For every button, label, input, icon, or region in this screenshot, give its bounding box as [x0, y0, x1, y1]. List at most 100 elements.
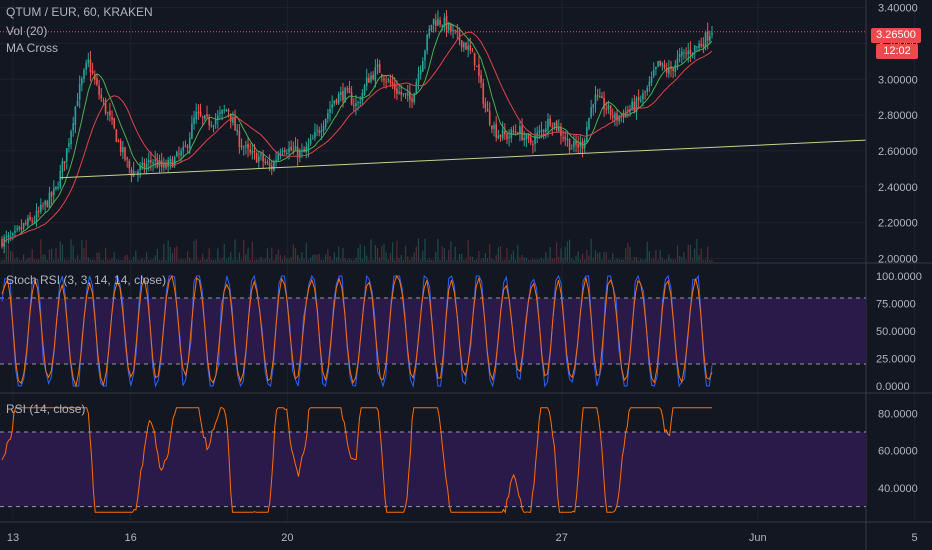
candle-body — [652, 70, 655, 77]
price-axis-tick: 3.40000 — [878, 3, 918, 15]
volume-bar — [342, 247, 344, 262]
candle-body — [536, 132, 538, 137]
candle-body — [223, 109, 226, 111]
volume-bar — [394, 259, 396, 262]
candle-body — [266, 161, 269, 163]
candle-body — [154, 159, 157, 162]
candle-body — [534, 135, 536, 145]
candle-body — [327, 113, 329, 119]
candle-body — [693, 45, 696, 52]
volume-bar — [35, 259, 38, 262]
candle-body — [473, 52, 476, 66]
volume-bar — [124, 255, 126, 262]
candle-body — [109, 110, 111, 116]
volume-bar — [597, 253, 599, 262]
volume-bar — [534, 259, 536, 262]
candle-body — [665, 67, 668, 73]
stoch-rsi-title[interactable]: Stoch RSI (3, 3, 14, 14, close) — [6, 273, 167, 287]
volume-bar — [609, 259, 612, 262]
volume-bar — [279, 255, 281, 262]
candle-body — [439, 20, 441, 25]
candle-body — [258, 156, 260, 162]
candle-body — [501, 129, 504, 139]
candle-body — [504, 131, 506, 135]
candle-body — [637, 96, 640, 101]
volume-bar — [5, 242, 7, 262]
volume-bar — [83, 248, 85, 262]
candle-body — [16, 228, 18, 230]
volume-bar — [581, 253, 584, 262]
candle-body — [383, 78, 385, 81]
volume-bar — [29, 257, 31, 262]
volume-bar — [400, 254, 402, 262]
candle-body — [603, 98, 605, 110]
candle-body — [508, 136, 510, 138]
candle-body — [130, 169, 133, 177]
candle-body — [251, 150, 254, 154]
ma-cross-indicator-label[interactable]: MA Cross — [6, 41, 59, 55]
candle-body — [96, 78, 98, 85]
candle-body — [122, 147, 124, 153]
volume-indicator-label[interactable]: Vol (20) — [6, 24, 48, 38]
candle-body — [314, 132, 316, 139]
volume-bar — [385, 252, 387, 262]
volume-bar — [474, 259, 476, 262]
candle-body — [141, 162, 144, 165]
candle-body — [648, 81, 651, 87]
volume-bar — [704, 259, 707, 262]
volume-bar — [620, 259, 622, 262]
volume-bar — [180, 259, 182, 262]
time-axis-tick: Jun — [749, 532, 767, 544]
candle-body — [570, 148, 573, 150]
candle-body — [698, 43, 700, 49]
volume-bar — [396, 240, 398, 262]
candle-body — [525, 134, 528, 140]
volume-bar — [519, 257, 521, 262]
candle-body — [601, 96, 603, 99]
volume-bar — [398, 258, 400, 262]
volume-bar — [115, 259, 117, 262]
volume-bar — [266, 248, 269, 262]
volume-bar — [538, 259, 540, 262]
price-axis-tick: 2.40000 — [878, 182, 918, 194]
volume-bar — [707, 246, 709, 262]
volume-bar — [42, 254, 44, 262]
rsi-axis-tick: 60.0000 — [878, 446, 918, 458]
candle-body — [551, 126, 554, 128]
candle-body — [605, 109, 608, 111]
candle-body — [46, 201, 49, 207]
volume-bar — [355, 257, 357, 262]
candle-body — [614, 113, 616, 119]
candle-body — [83, 70, 85, 80]
volume-bar — [502, 259, 504, 262]
rsi-title[interactable]: RSI (14, close) — [6, 402, 86, 416]
volume-bar — [700, 248, 702, 262]
volume-bar — [478, 250, 480, 262]
volume-bar — [290, 257, 292, 262]
volume-bar — [579, 259, 581, 262]
candle-body — [655, 67, 657, 70]
candle-body — [201, 116, 204, 118]
candle-body — [497, 135, 500, 139]
candle-body — [344, 88, 346, 103]
volume-bar — [262, 259, 264, 262]
volume-bar — [571, 258, 573, 262]
volume-bar — [221, 258, 223, 262]
candle-body — [78, 84, 81, 100]
candle-body — [221, 109, 223, 114]
candle-body — [359, 102, 362, 104]
candle-body — [441, 25, 444, 27]
candle-body — [467, 45, 469, 50]
volume-bar — [232, 259, 234, 262]
candle-body — [100, 94, 103, 99]
candle-body — [309, 139, 312, 144]
candle-body — [126, 157, 128, 160]
volume-bar — [16, 257, 18, 262]
volume-bar — [176, 246, 178, 262]
volume-bar — [387, 259, 389, 262]
volume-bar — [331, 259, 333, 262]
volume-bar — [154, 255, 156, 262]
candle-body — [402, 93, 405, 95]
